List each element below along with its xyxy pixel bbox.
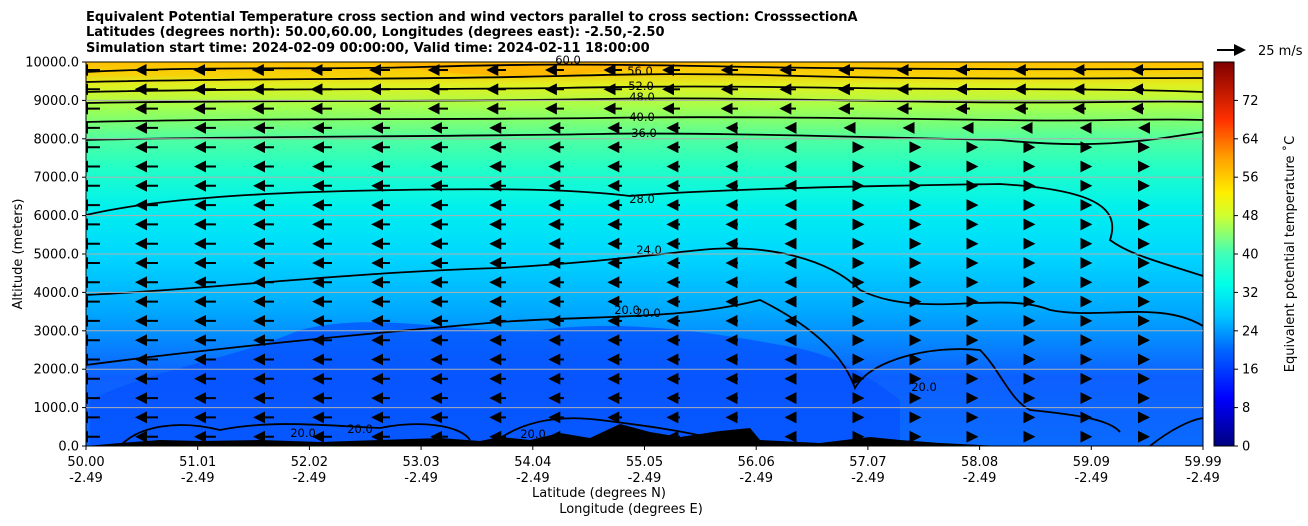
contour-label: 36.0 [631,126,657,140]
x-tick-label-lon: -2.49 [69,471,103,486]
x-tick-label-lat: 56.06 [738,455,775,470]
y-axis: 0.0 1000.0 2000.0 3000.0 4000.0 5000.0 6000.0 7… [25,56,1203,455]
colorbar-tick-label: 48 [1242,209,1259,224]
x-tick-label-lat: 55.05 [626,455,663,470]
x-tick-label-lon: -2.49 [851,471,885,486]
contour-label: 52.0 [628,79,654,93]
title-line-3: Simulation start time: 2024-02-09 00:00:… [86,41,650,56]
contour-label: 60.0 [555,53,581,67]
y-tick-label: 8000.0 [34,132,80,147]
x-axis-label-line-2: Longitude (degrees E) [559,502,703,517]
y-tick-label: 6000.0 [34,209,80,224]
x-tick-label-lon: -2.49 [181,471,215,486]
x-tick-label-lat: 52.02 [291,455,328,470]
contour-label: 20.0 [614,303,640,317]
colorbar-tick-label: 40 [1242,248,1259,263]
x-tick-label-lon: -2.49 [404,471,438,486]
colorbar-tick-label: 0 [1242,440,1250,455]
contour-label: 28.0 [629,192,655,206]
contour-label: 20.0 [520,427,546,441]
y-axis-label: Altitude (meters) [11,199,26,310]
colorbar-tick-label: 64 [1242,132,1259,147]
y-tick-label: 10000.0 [25,56,79,71]
colorbar-tick-label: 16 [1242,363,1259,378]
x-tick-label-lon: -2.49 [1074,471,1108,486]
x-tick-label-lon: -2.49 [516,471,550,486]
x-tick-label-lat: 53.03 [402,455,439,470]
contour-label: 20.0 [290,426,316,440]
colorbar-tick-label: 72 [1242,94,1259,109]
title-line-1: Equivalent Potential Temperature cross s… [86,10,858,25]
contour-label: 56.0 [627,64,653,78]
wind-key-label: 25 m/s [1258,44,1303,59]
y-tick-label: 0.0 [58,440,79,455]
terrain [86,424,1000,446]
x-tick-label-lon: -2.49 [963,471,997,486]
contour-label: 40.0 [629,110,655,124]
x-axis-label-line-1: Latitude (degrees N) [532,486,666,501]
y-tick-label: 9000.0 [34,94,80,109]
colorbar-label: Equivalent potential temperature ˚C [1282,136,1298,372]
colorbar-tick-label: 32 [1242,286,1259,301]
x-tick-label-lat: 59.09 [1073,455,1110,470]
colorbar-tick-label: 56 [1242,171,1259,186]
x-tick-label-lon: -2.49 [739,471,773,486]
colorbar-ticks: 0 8 16 24 32 40 48 56 64 72 [1234,94,1259,455]
title-line-2: Latitudes (degrees north): 50.00,60.00, … [86,25,665,40]
x-tick-label-lat: 50.00 [67,455,104,470]
x-tick-label-lat: 57.07 [849,455,886,470]
contour-label: 20.0 [635,306,661,320]
y-tick-label: 2000.0 [34,363,80,378]
contour-label: 24.0 [636,243,662,257]
x-tick-label-lat: 58.08 [961,455,998,470]
contour-label: 20.0 [911,380,937,394]
colorbar-tick-label: 8 [1242,401,1250,416]
x-tick-label-lon: -2.49 [293,471,327,486]
x-tick-label-lat: 59.99 [1184,455,1221,470]
wind-vectors [86,64,1150,443]
y-tick-label: 3000.0 [34,324,80,339]
contour-label: 48.0 [629,90,655,104]
x-tick-label-lat: 54.04 [514,455,551,470]
x-tick-label-lat: 51.01 [179,455,216,470]
y-tick-label: 4000.0 [34,286,80,301]
x-tick-label-lon: -2.49 [628,471,662,486]
y-tick-label: 1000.0 [34,401,80,416]
contour-label: 20.0 [347,422,373,436]
y-tick-label: 7000.0 [34,171,80,186]
y-tick-label: 5000.0 [34,248,80,263]
x-tick-label-lon: -2.49 [1186,471,1220,486]
x-axis: 50.00-2.4951.01-2.4952.02-2.4953.03-2.49… [67,446,1222,486]
colorbar [1213,61,1235,447]
colorbar-tick-label: 24 [1242,324,1259,339]
